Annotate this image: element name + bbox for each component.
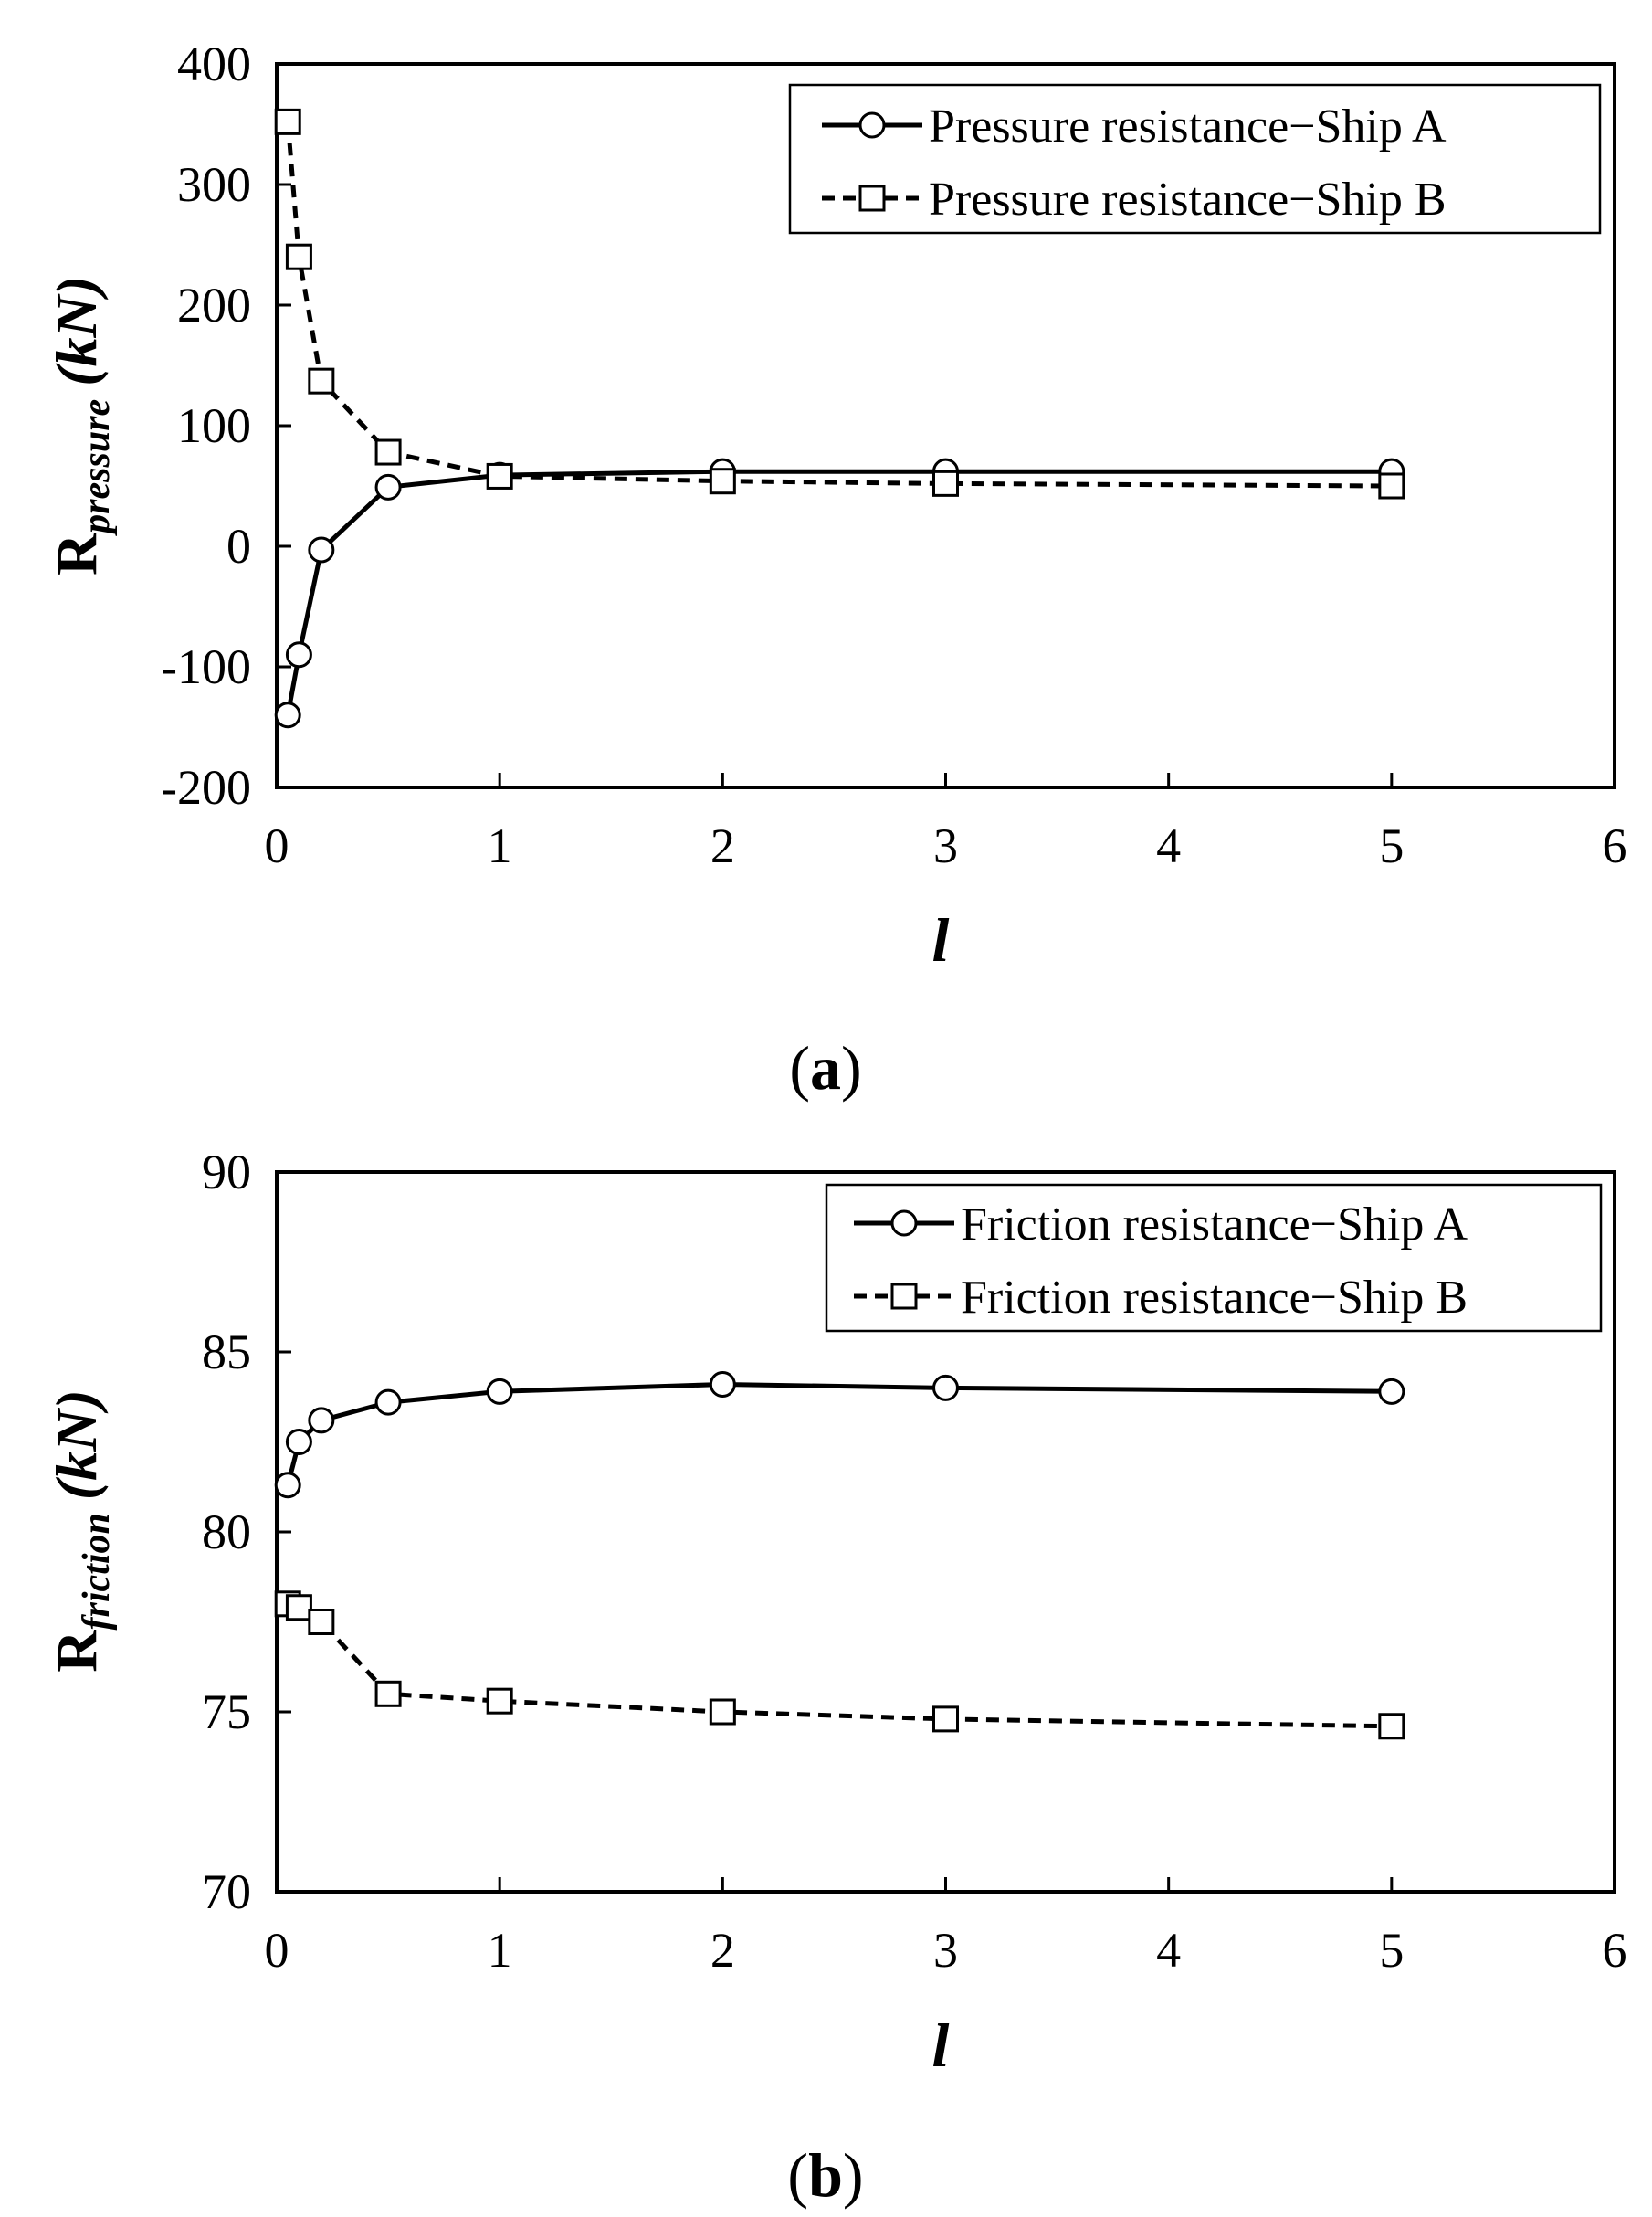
data-point-square: [1378, 472, 1405, 500]
data-point-circle: [285, 1429, 312, 1455]
data-point-circle: [274, 1472, 301, 1499]
data-point-square: [932, 470, 959, 497]
data-point-square: [374, 1680, 402, 1707]
data-point-circle: [1378, 1378, 1405, 1405]
legend-circle-marker-b: [890, 1209, 918, 1237]
legend-box-a: [788, 83, 1602, 235]
legend-square-marker-a: [858, 185, 886, 212]
y-tick-label: -200: [161, 760, 251, 815]
data-point-square: [1378, 1713, 1405, 1740]
x-tick-label: 2: [710, 1923, 735, 1978]
data-point-square: [308, 1609, 335, 1635]
data-point-square: [709, 1698, 736, 1726]
y-tick-label: 70: [202, 1864, 251, 1919]
data-point-circle: [932, 1374, 959, 1401]
data-point-circle: [486, 1378, 513, 1405]
data-point-circle: [709, 1370, 736, 1398]
data-point-square: [486, 1687, 513, 1715]
data-point-square: [374, 438, 402, 466]
x-tick-label: 1: [488, 1923, 512, 1978]
data-point-circle: [374, 473, 402, 501]
legend-a: Pressure resistance−Ship A Pressure resi…: [788, 83, 1602, 235]
legend-circle-marker-a: [858, 111, 886, 139]
data-point-square: [274, 108, 301, 135]
legend-label-b-ship-b: Friction resistance−Ship B: [961, 1272, 1468, 1324]
x-tick-label: 4: [1156, 1923, 1181, 1978]
y-axis-label-unit-b: (kN): [44, 1389, 109, 1500]
y-ticks-a: -200 -100 0 100 200 300 400: [161, 37, 291, 815]
data-point-circle: [308, 1407, 335, 1434]
data-point-square: [285, 243, 312, 270]
data-point-square: [285, 1594, 312, 1621]
series-line-a-ship-b: [285, 121, 1392, 489]
x-tick-label: 0: [265, 818, 289, 873]
legend-square-marker-b: [890, 1283, 918, 1310]
series-line-b-ship-b: [287, 1601, 1392, 1729]
x-tick-label: 2: [710, 818, 735, 873]
legend-label-b-ship-a: Friction resistance−Ship A: [961, 1198, 1468, 1251]
legend-entry-a-ship-a: Pressure resistance−Ship A: [822, 100, 1447, 153]
x-tick-label: 5: [1379, 1923, 1404, 1978]
legend-entry-b-ship-b: Friction resistance−Ship B: [854, 1272, 1468, 1324]
legend-box-b: [825, 1183, 1603, 1333]
x-tick-label: 6: [1603, 818, 1627, 873]
x-ticks-a: 0 1 2 3 4 5 6: [265, 773, 1627, 873]
data-point-square: [932, 1705, 959, 1733]
y-tick-label: 90: [202, 1145, 251, 1199]
data-point-square: [486, 462, 513, 490]
y-ticks-b: 70 75 80 85 90: [202, 1145, 291, 1919]
y-tick-label: 400: [177, 37, 251, 91]
y-axis-label-main-b: R: [44, 1630, 109, 1673]
data-point-circle: [285, 641, 312, 669]
y-tick-label: 300: [177, 157, 251, 212]
x-tick-label: 3: [933, 818, 958, 873]
legend-entry-a-ship-b: Pressure resistance−Ship B: [822, 174, 1447, 226]
legend-label-a-ship-b: Pressure resistance−Ship B: [929, 174, 1447, 226]
y-axis-label-b: Rfriction (kN): [44, 1389, 118, 1672]
y-axis-label-sub-a: pressure: [76, 399, 118, 536]
x-tick-label: 3: [933, 1923, 958, 1978]
y-tick-label: 80: [202, 1504, 251, 1559]
series-line-a-ship-a: [285, 469, 1392, 716]
y-axis-label-main-a: R: [44, 533, 109, 575]
y-tick-label: 0: [226, 519, 251, 574]
y-axis-label-unit-a: (kN): [44, 276, 109, 386]
x-tick-label: 5: [1379, 818, 1404, 873]
y-tick-label: 200: [177, 278, 251, 333]
y-axis-label-a: Rpressure (kN): [44, 276, 118, 575]
legend-b: Friction resistance−Ship A Friction resi…: [825, 1183, 1603, 1333]
data-point-square: [308, 367, 335, 395]
panel-a: -200 -100 0 100 200 300 400 0 1 2 3 4 5 6 Rpressure (…: [44, 37, 1627, 1103]
data-point-square: [709, 468, 736, 495]
x-tick-label: 0: [265, 1923, 289, 1978]
y-tick-label: 100: [177, 398, 251, 453]
x-tick-label: 4: [1156, 818, 1181, 873]
series-line-b-ship-a: [285, 1381, 1392, 1486]
data-point-circle: [308, 536, 335, 564]
data-point-circle: [374, 1388, 402, 1416]
data-point-circle: [274, 702, 301, 729]
x-tick-label: 1: [488, 818, 512, 873]
x-axis-label-a: l: [932, 905, 950, 975]
x-tick-label: 6: [1603, 1923, 1627, 1978]
panel-label-a: (a): [789, 1033, 861, 1103]
legend-entry-b-ship-a: Friction resistance−Ship A: [854, 1198, 1468, 1251]
x-ticks-b: 0 1 2 3 4 5 6: [265, 1877, 1627, 1978]
series-layer-b: [274, 1370, 1405, 1740]
panel-label-b: (b): [787, 2140, 863, 2210]
y-axis-label-sub-b: friction: [76, 1513, 118, 1630]
y-tick-label: 75: [202, 1684, 251, 1739]
x-axis-label-b: l: [932, 2011, 950, 2080]
y-tick-label: -100: [161, 639, 251, 694]
series-layer-a: [274, 108, 1405, 729]
panel-b: 70 75 80 85 90 0 1 2 3 4 5 6 Rfriction (kN) l Frict…: [44, 1145, 1627, 2210]
legend-label-a-ship-a: Pressure resistance−Ship A: [929, 100, 1447, 153]
y-tick-label: 85: [202, 1325, 251, 1379]
